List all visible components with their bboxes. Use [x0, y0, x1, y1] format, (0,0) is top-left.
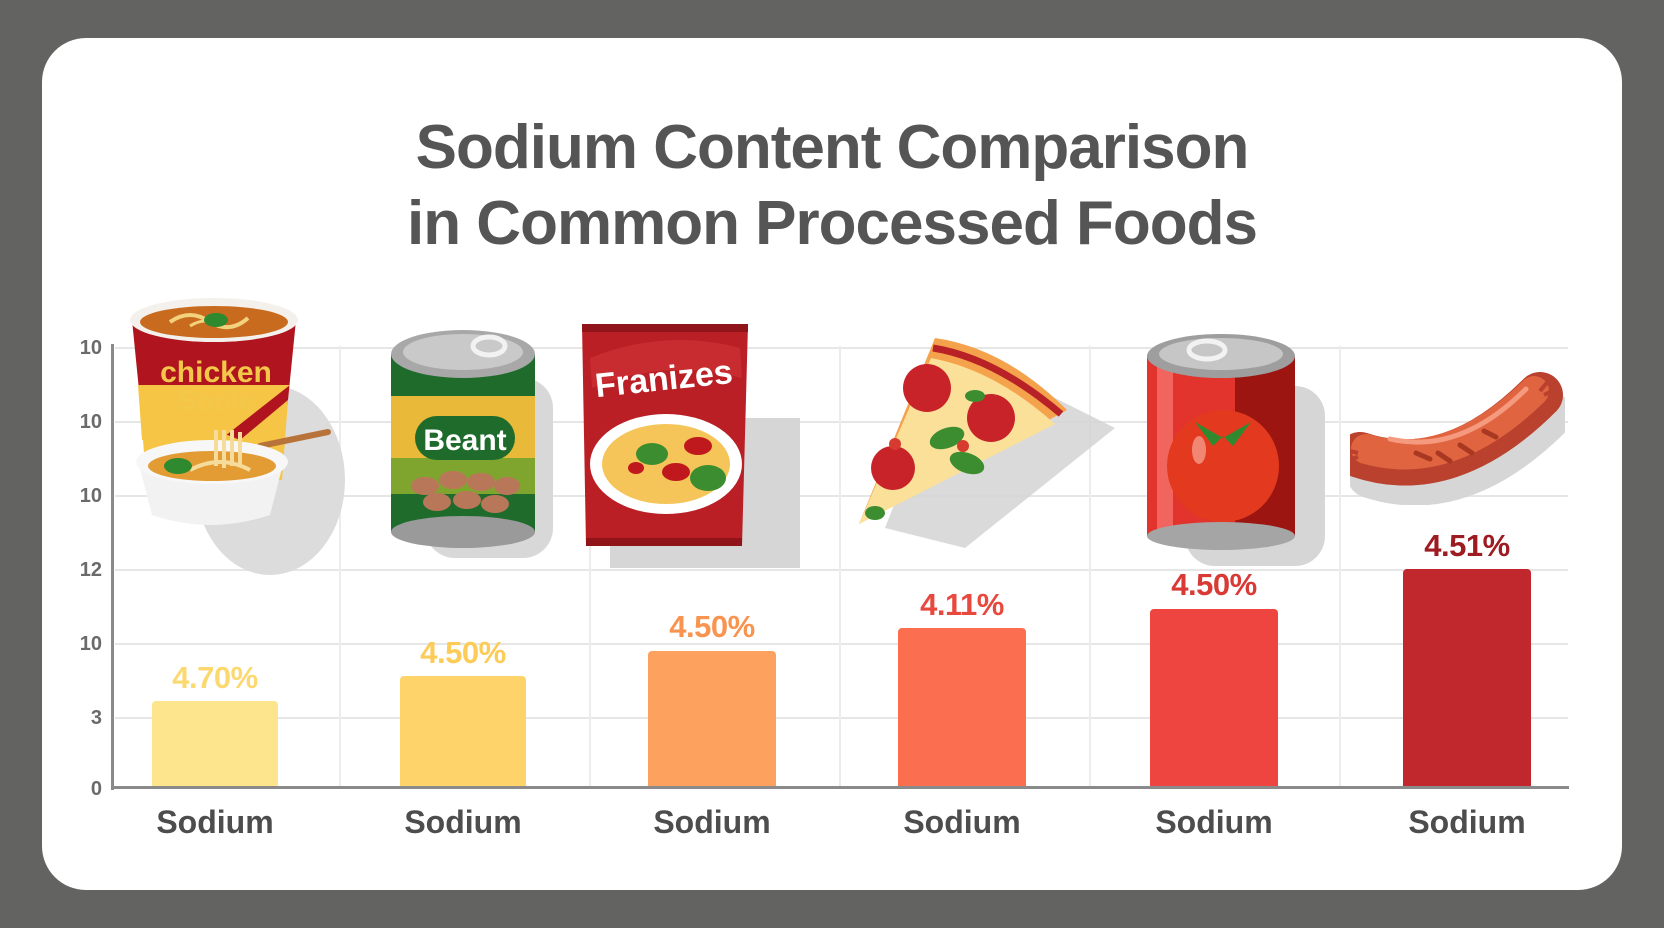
x-tick-label: Sodium — [1408, 804, 1526, 840]
sausage-icon — [1350, 372, 1565, 505]
x-axis — [111, 786, 1569, 789]
y-tick-label: 10 — [79, 337, 102, 359]
y-tick-label: 0 — [90, 778, 102, 800]
vertical-gridline — [339, 346, 341, 788]
bar-value-label: 4.50% — [669, 609, 755, 644]
chart-title-line-1: Sodium Content Comparison — [415, 113, 1250, 182]
x-tick-label: Sodium — [156, 804, 274, 840]
bar-2[interactable] — [400, 676, 526, 787]
bean-can-icon: Beant — [391, 330, 553, 558]
gridline — [115, 643, 1568, 645]
gridline — [115, 421, 1568, 423]
y-axis — [111, 344, 114, 790]
vertical-gridline — [1339, 346, 1341, 788]
bar-value-label: 4.70% — [172, 660, 258, 695]
bar-1[interactable] — [152, 701, 278, 787]
gridline — [115, 347, 1568, 349]
chart-title: Sodium Content Comparison in Common Proc… — [0, 110, 1664, 262]
y-tick-label: 3 — [90, 707, 102, 729]
gridline — [115, 717, 1568, 719]
bar-5[interactable] — [1150, 609, 1278, 787]
y-tick-label: 10 — [79, 411, 102, 433]
y-tick-label: 10 — [79, 633, 102, 655]
cup-noodle-label-line-2: Soole — [178, 385, 254, 416]
bar-6[interactable] — [1403, 569, 1531, 787]
vertical-gridline — [1089, 346, 1091, 788]
bar-value-label: 4.50% — [420, 635, 506, 670]
cup-noodle-label-line-1: chicken — [160, 356, 272, 389]
x-tick-label: Sodium — [903, 804, 1021, 840]
bar-4[interactable] — [898, 628, 1026, 787]
x-tick-label: Sodium — [1155, 804, 1273, 840]
pizza-slice-icon — [859, 338, 1115, 548]
x-tick-label: Sodium — [653, 804, 771, 840]
bean-can-label: Beant — [423, 424, 506, 457]
cup-noodle-icon: chicken Soole — [130, 298, 345, 575]
bar-value-label: 4.11% — [920, 587, 1004, 622]
tomato-can-icon — [1147, 334, 1325, 566]
chart-title-line-2: in Common Processed Foods — [406, 189, 1258, 258]
y-tick-label: 12 — [79, 559, 102, 581]
vertical-gridline — [589, 346, 591, 788]
snack-bag-icon: Franizes — [582, 324, 800, 568]
bar-3[interactable] — [648, 651, 776, 787]
y-tick-label: 10 — [79, 485, 102, 507]
vertical-gridline — [839, 346, 841, 788]
bar-value-label: 4.50% — [1171, 567, 1257, 602]
gridline — [115, 495, 1568, 497]
gridline — [115, 569, 1568, 571]
x-tick-label: Sodium — [404, 804, 522, 840]
bar-value-label: 4.51% — [1424, 528, 1510, 563]
